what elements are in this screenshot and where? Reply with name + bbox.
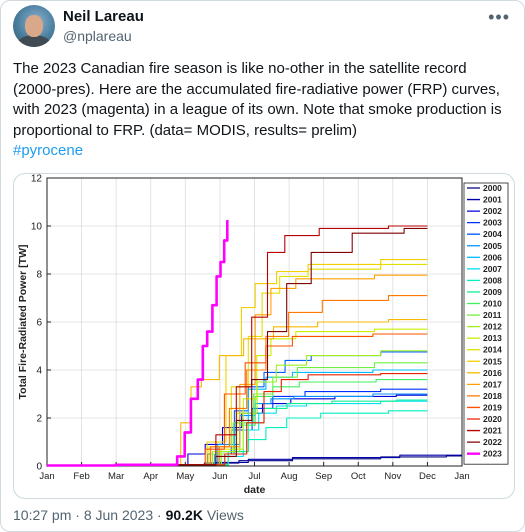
legend-label: 2008 [483, 275, 502, 285]
x-tick-label: Aug [281, 471, 298, 482]
more-horizontal-icon[interactable]: ••• [488, 7, 510, 27]
y-tick-label: 12 [31, 174, 43, 185]
series-line-2020 [47, 373, 428, 467]
views-count: 90.2K [165, 507, 203, 523]
legend-label: 2023 [483, 449, 502, 459]
legend-label: 2012 [483, 322, 502, 332]
y-tick-label: 2 [36, 414, 42, 425]
legend-label: 2015 [483, 356, 502, 366]
legend-label: 2018 [483, 391, 502, 401]
legend-label: 2009 [483, 287, 502, 297]
footer-separator: · [75, 507, 80, 523]
legend-label: 2006 [483, 252, 502, 262]
legend-label: 2017 [483, 379, 502, 389]
y-tick-label: 8 [36, 270, 42, 281]
avatar-shoulders [17, 35, 51, 47]
tweet-time[interactable]: 10:27 pm [13, 507, 72, 523]
legend-label: 2004 [483, 229, 502, 239]
legend-label: 2000 [483, 183, 502, 193]
y-tick-label: 6 [36, 318, 42, 329]
x-tick-label: Apr [143, 471, 158, 482]
tweet-body: The 2023 Canadian fire season is like no… [13, 60, 502, 139]
avatar-face [25, 15, 43, 37]
legend-label: 2003 [483, 218, 502, 228]
x-axis-label: date [244, 484, 266, 496]
legend-label: 2010 [483, 299, 502, 309]
x-tick-label: Dec [419, 471, 436, 482]
x-tick-label: Oct [351, 471, 366, 482]
legend-label: 2021 [483, 426, 502, 436]
legend-label: 2005 [483, 241, 502, 251]
legend-label: 2001 [483, 195, 502, 205]
x-tick-label: Sep [315, 471, 332, 482]
tweet-date[interactable]: 8 Jun 2023 [83, 507, 154, 523]
series-line-2016 [47, 319, 428, 467]
tweet-footer: 10:27 pm · 8 Jun 2023 · 90.2K Views [13, 507, 244, 523]
y-axis-label: Total Fire-Radiated Power [TW] [17, 245, 29, 400]
x-tick-label: May [176, 471, 194, 482]
legend-label: 2016 [483, 368, 502, 378]
y-tick-label: 10 [31, 222, 43, 233]
y-tick-label: 0 [36, 462, 42, 473]
y-tick-label: 4 [36, 366, 42, 377]
x-tick-label: Jul [248, 471, 260, 482]
legend-label: 2019 [483, 402, 502, 412]
legend-box [463, 182, 509, 465]
hashtag-link[interactable]: #pyrocene [13, 142, 84, 159]
legend-label: 2020 [483, 414, 502, 424]
legend-label: 2007 [483, 264, 502, 274]
x-tick-label: Jun [212, 471, 227, 482]
series-line-2023 [47, 219, 229, 467]
legend-label: 2014 [483, 345, 502, 355]
series-line-2022 [47, 227, 428, 467]
frp-chart: 0 2 4 6 8 10 12 Jan Feb Mar Apr May Jun Jul Aug Sep Oct N… [17, 174, 509, 496]
avatar[interactable] [13, 5, 55, 47]
footer-separator: · [157, 507, 162, 523]
author-name[interactable]: Neil Lareau [63, 8, 144, 25]
legend-label: 2022 [483, 437, 502, 447]
views-label: Views [206, 507, 244, 523]
author-handle[interactable]: @nplareau [63, 28, 132, 44]
x-tick-label: Nov [384, 471, 401, 482]
legend-label: 2011 [483, 310, 502, 320]
x-tick-label: Feb [73, 471, 89, 482]
legend-label: 2013 [483, 333, 502, 343]
x-tick-label: Mar [108, 471, 124, 482]
tweet-image[interactable]: 0 2 4 6 8 10 12 Jan Feb Mar Apr May Jun Jul Aug Sep Oct N… [13, 173, 515, 499]
x-tick-label: Jan [454, 471, 469, 482]
tweet-text: The 2023 Canadian fire season is like no… [13, 59, 513, 162]
x-tick-label: Jan [39, 471, 54, 482]
legend-label: 2002 [483, 206, 502, 216]
